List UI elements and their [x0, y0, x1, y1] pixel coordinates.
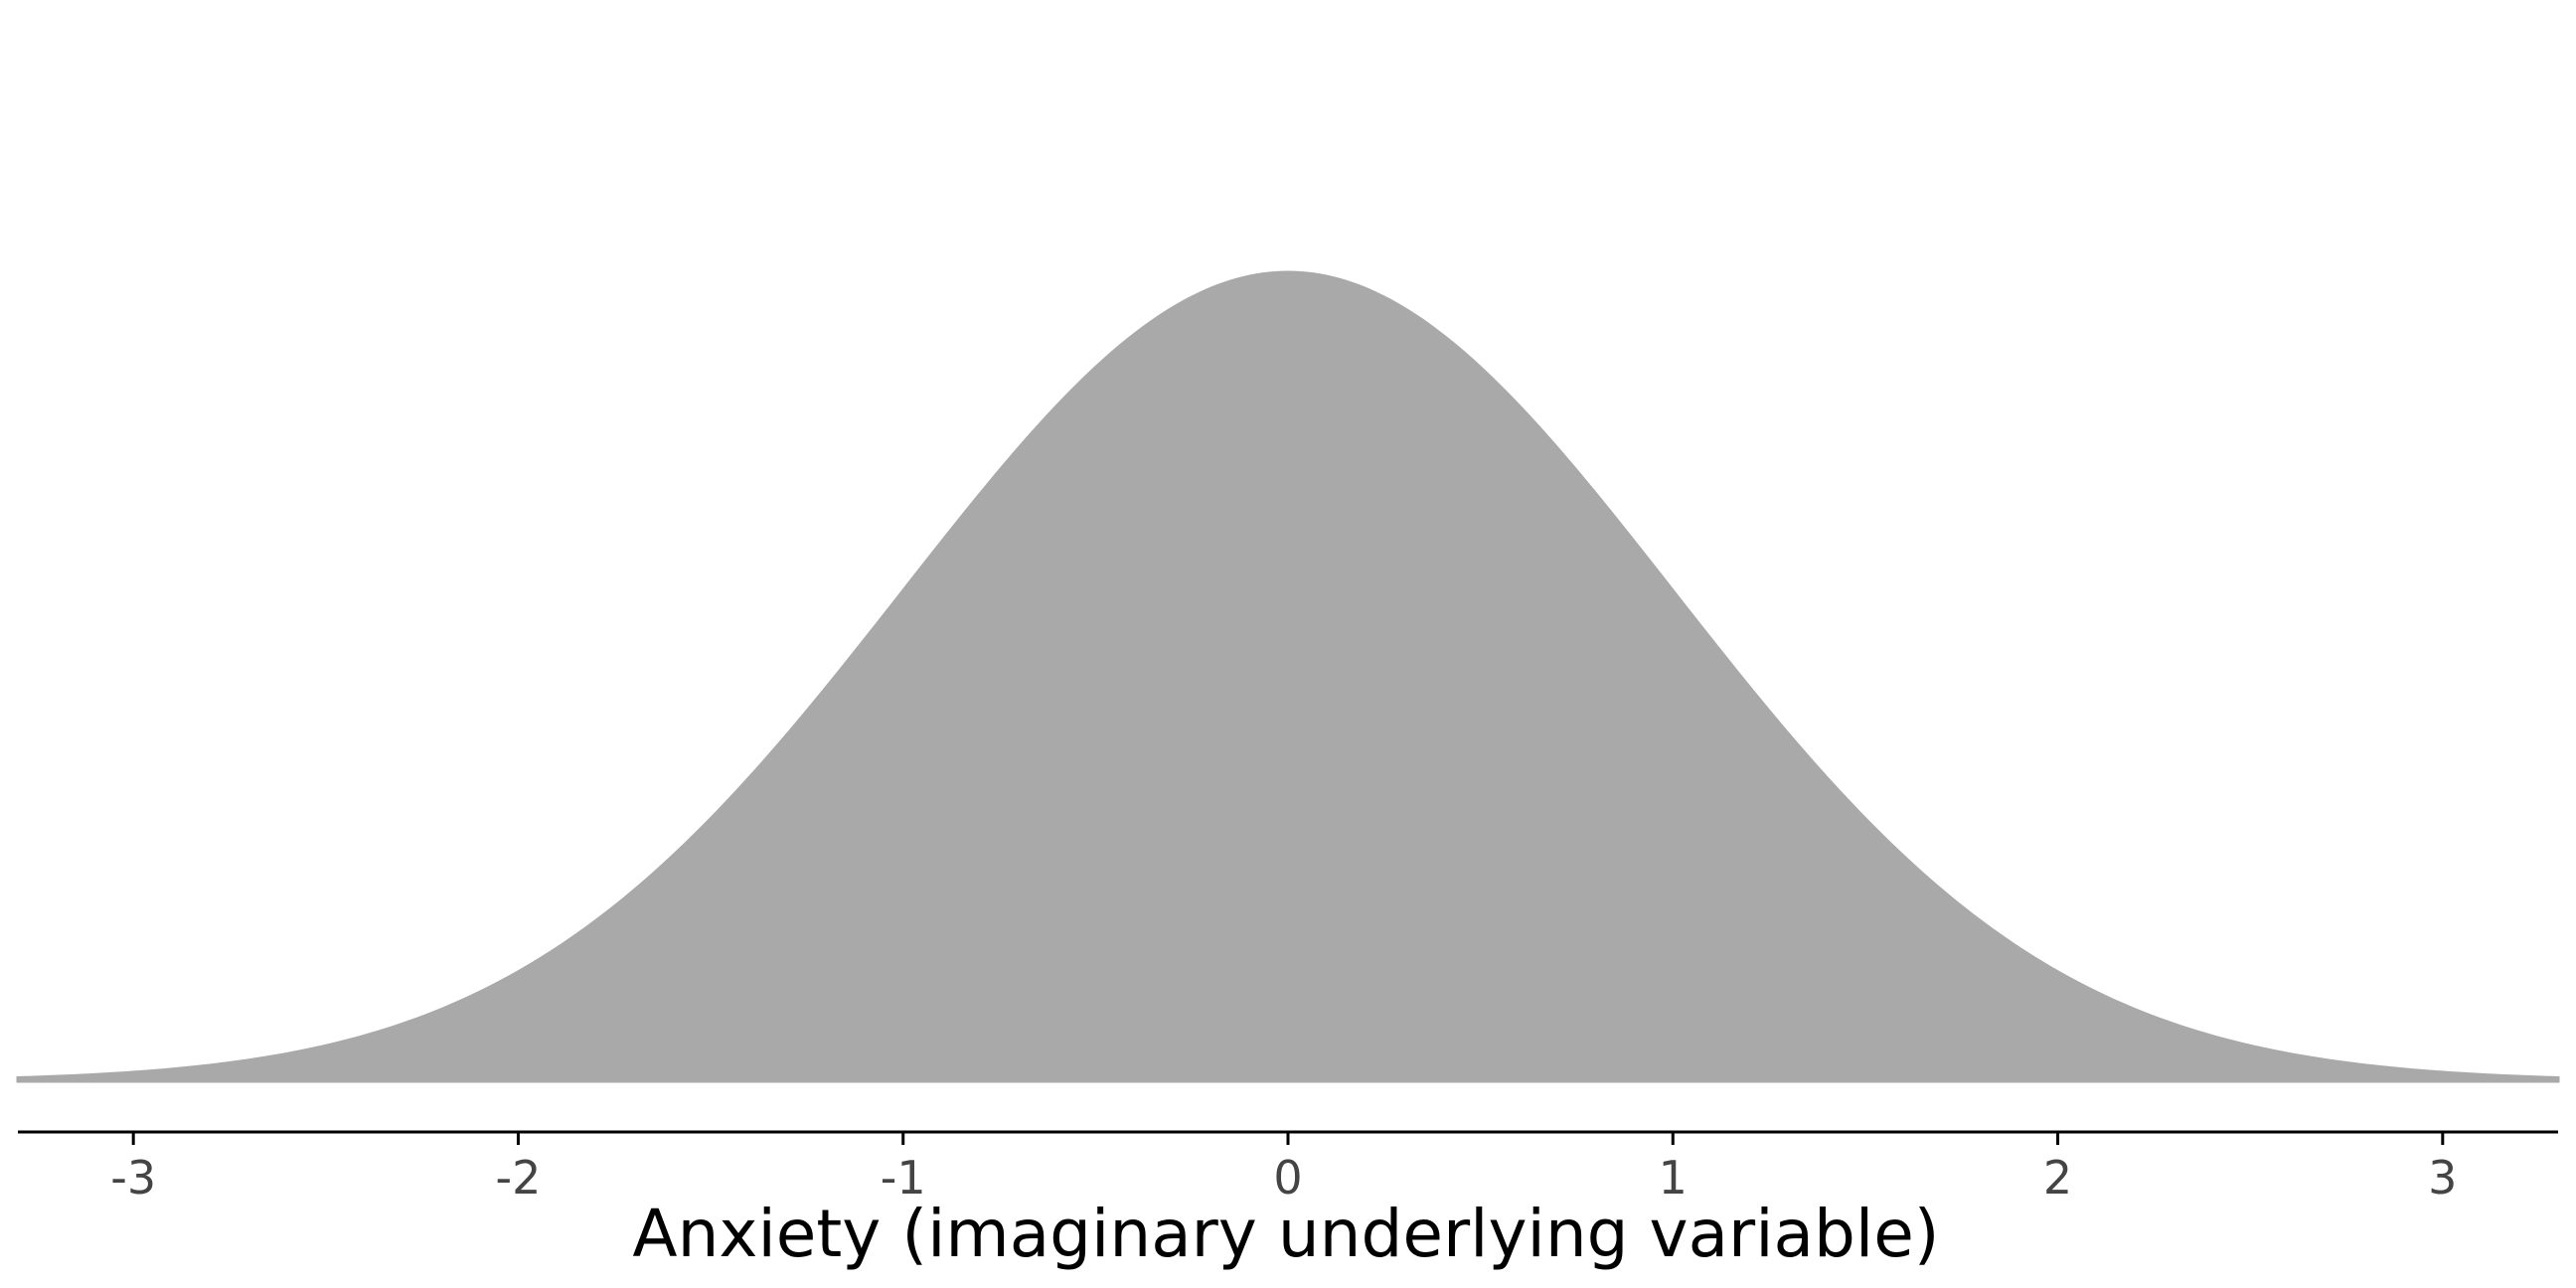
x-axis-title: Anxiety (imaginary underlying variable) [632, 1196, 1939, 1272]
x-tick-label: 2 [2043, 1151, 2072, 1205]
x-tick-label: -1 [881, 1151, 926, 1205]
density-area [16, 270, 2560, 1083]
x-tick-label: 0 [1273, 1151, 1302, 1205]
x-tick-label: 3 [2428, 1151, 2457, 1205]
x-axis-ticks: -3 -2 -1 0 1 2 3 [110, 1132, 2457, 1205]
x-tick-label: 1 [1659, 1151, 1688, 1205]
x-tick-label: -2 [496, 1151, 542, 1205]
x-tick-label: -3 [110, 1151, 156, 1205]
